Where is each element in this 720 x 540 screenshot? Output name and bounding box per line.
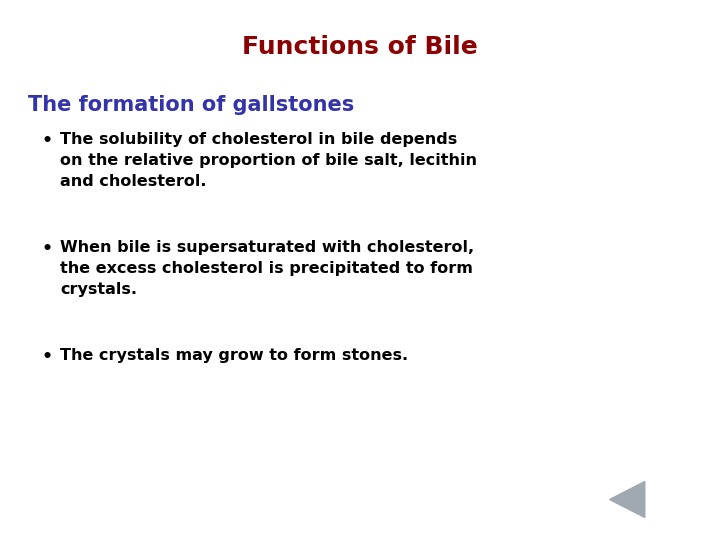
Text: •: •	[42, 348, 53, 366]
Text: The crystals may grow to form stones.: The crystals may grow to form stones.	[60, 348, 408, 363]
Text: The solubility of cholesterol in bile depends
on the relative proportion of bile: The solubility of cholesterol in bile de…	[60, 132, 477, 189]
Text: •: •	[42, 132, 53, 150]
Polygon shape	[610, 482, 645, 517]
Text: Functions of Bile: Functions of Bile	[242, 35, 478, 59]
Text: The formation of gallstones: The formation of gallstones	[28, 95, 354, 115]
Text: When bile is supersaturated with cholesterol,
the excess cholesterol is precipit: When bile is supersaturated with cholest…	[60, 240, 474, 297]
Text: •: •	[42, 240, 53, 258]
